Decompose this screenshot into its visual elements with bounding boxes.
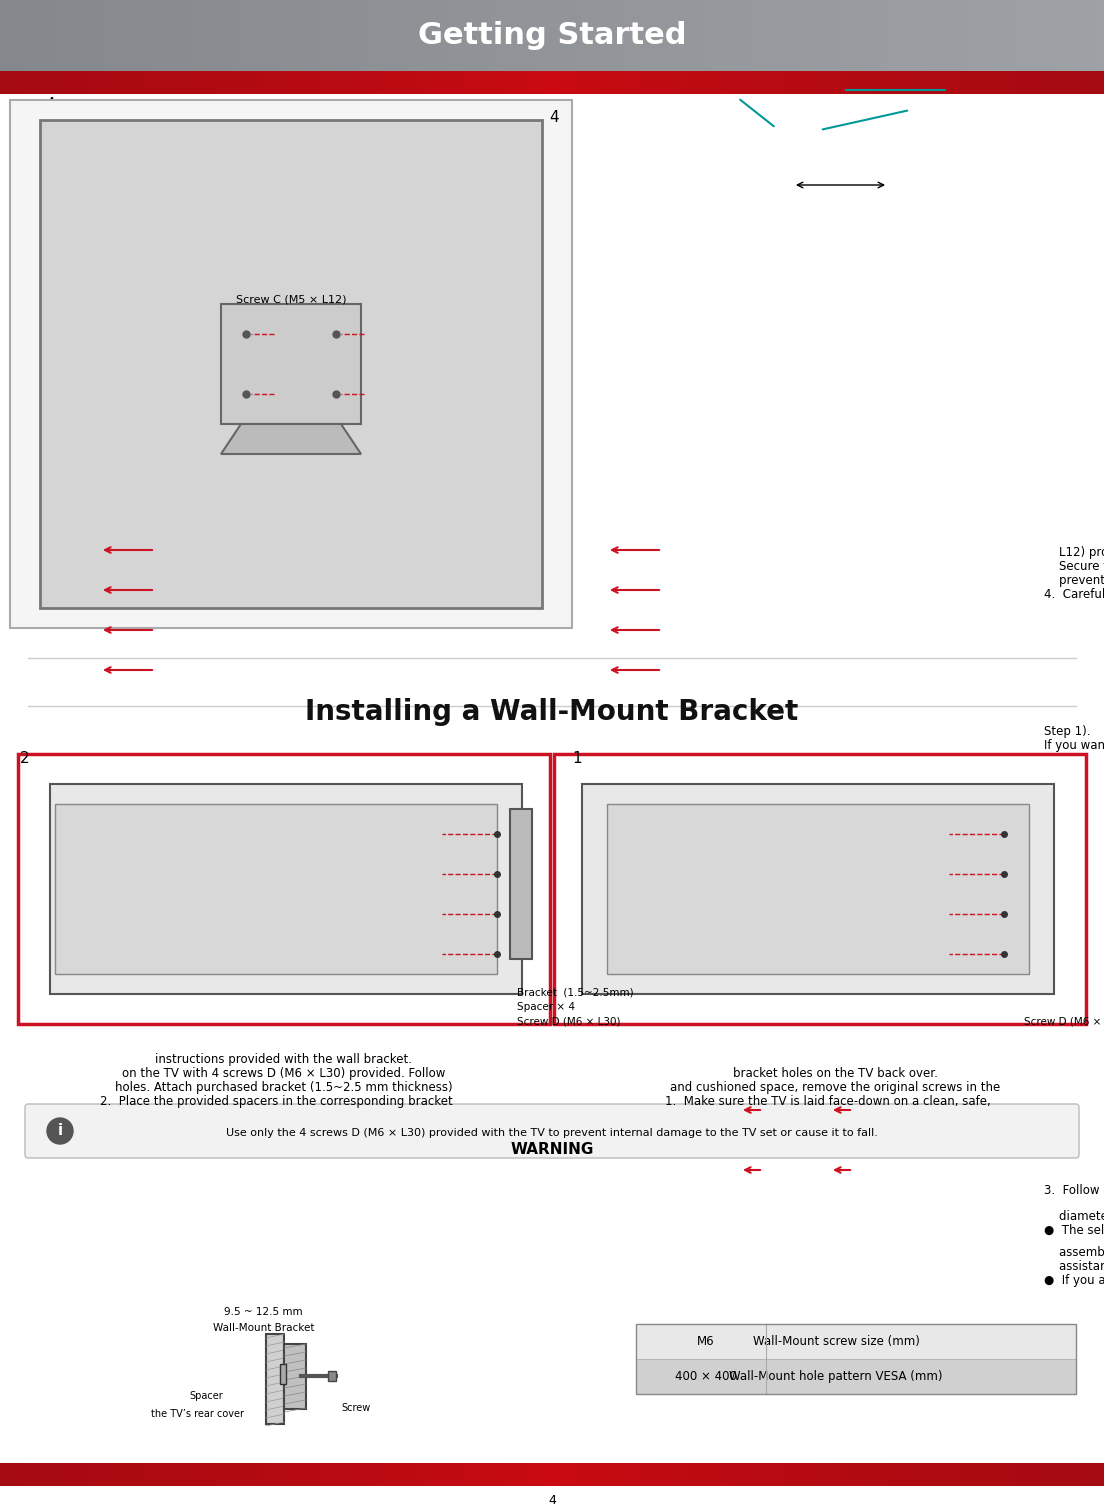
Bar: [40, 120, 542, 608]
Bar: [18, 754, 550, 1024]
Text: assistance.  The manufacturer is not responsible for any damages or injuries tha: assistance. The manufacturer is not resp…: [1044, 1260, 1104, 1272]
Text: WARNING: WARNING: [510, 1142, 594, 1157]
Text: Installing a Wall-Mount Bracket: Installing a Wall-Mount Bracket: [306, 698, 798, 726]
Bar: [10, 99, 572, 629]
Text: 3.  Follow instructions provided with the Wall-Mount bracket.: 3. Follow instructions provided with the…: [1044, 1184, 1104, 1197]
Text: holes. Attach purchased bracket (1.5~2.5 mm thickness): holes. Attach purchased bracket (1.5~2.5…: [99, 1081, 453, 1093]
Text: on the TV with 4 screws D (M6 × L30) provided. Follow: on the TV with 4 screws D (M6 × L30) pro…: [107, 1066, 445, 1080]
Text: Use only the 4 screws D (M6 × L30) provided with the TV to prevent internal dama: Use only the 4 screws D (M6 × L30) provi…: [226, 1128, 878, 1139]
Polygon shape: [582, 784, 1054, 994]
Bar: [636, 1324, 1076, 1394]
Bar: [636, 1360, 1076, 1394]
Circle shape: [47, 1117, 73, 1145]
Text: Screw C (M5 × L12): Screw C (M5 × L12): [236, 293, 347, 304]
Bar: [636, 1324, 1076, 1360]
Text: 400 × 400: 400 × 400: [675, 1370, 737, 1384]
Text: assembly.: assembly.: [1044, 1245, 1104, 1259]
Bar: [554, 754, 1086, 1024]
Polygon shape: [50, 784, 522, 994]
Text: the TV’s rear cover: the TV’s rear cover: [151, 1409, 244, 1418]
Text: 4: 4: [548, 1493, 556, 1504]
Text: 4: 4: [45, 98, 55, 113]
Text: and cushioned space, remove the original screws in the: and cushioned space, remove the original…: [656, 1081, 1000, 1093]
Polygon shape: [221, 424, 361, 454]
Bar: [328, 1372, 336, 1381]
Text: Screw D (M6 × L30): Screw D (M6 × L30): [1025, 1017, 1104, 1026]
Text: instructions provided with the wall bracket.: instructions provided with the wall brac…: [140, 1053, 412, 1066]
Text: i: i: [57, 1123, 63, 1139]
Text: L12) provided. See Figure 4.: L12) provided. See Figure 4.: [1044, 546, 1104, 559]
Text: Screw D (M6 × L30): Screw D (M6 × L30): [517, 1017, 620, 1026]
Text: Spacer: Spacer: [189, 1391, 223, 1402]
Text: 4: 4: [549, 110, 559, 125]
Text: Wall-Mount screw size (mm): Wall-Mount screw size (mm): [753, 1336, 920, 1348]
Text: M6: M6: [698, 1336, 714, 1348]
Text: Step 1).: Step 1).: [1044, 725, 1091, 738]
Text: 2: 2: [20, 750, 30, 766]
Text: Spacer × 4: Spacer × 4: [517, 1002, 575, 1012]
Text: diameter and length of the screws differ depending on the Wall-Mount Bracket mod: diameter and length of the screws differ…: [1044, 1211, 1104, 1223]
Bar: [607, 805, 1029, 975]
FancyBboxPatch shape: [25, 1104, 1079, 1158]
Bar: [284, 1345, 306, 1409]
Text: Screw: Screw: [342, 1403, 371, 1412]
Text: Getting Started: Getting Started: [417, 21, 687, 51]
Bar: [221, 304, 361, 424]
Bar: [280, 1364, 286, 1384]
Text: ●  If you are not sure of your ability to do complete the installation, contact : ● If you are not sure of your ability to…: [1044, 1274, 1104, 1287]
Text: ●  The selected screws are 9.5 ~ 12.5 mm in length when measured from the attach: ● The selected screws are 9.5 ~ 12.5 mm …: [1044, 1224, 1104, 1236]
Text: prevent damage to the screen.: prevent damage to the screen.: [1044, 575, 1104, 587]
Text: 1.  Make sure the TV is laid face-down on a clean, safe,: 1. Make sure the TV is laid face-down on…: [665, 1095, 991, 1108]
Bar: [55, 805, 497, 975]
Text: bracket holes on the TV back over.: bracket holes on the TV back over.: [718, 1066, 938, 1080]
Bar: [510, 809, 532, 960]
Text: 4.  Carefully place your TV on a soft, cushioned, surface to: 4. Carefully place your TV on a soft, cu…: [1044, 588, 1104, 602]
Text: 2.  Place the provided spacers in the corresponding bracket: 2. Place the provided spacers in the cor…: [99, 1095, 453, 1108]
Text: 9.5 ~ 12.5 mm: 9.5 ~ 12.5 mm: [224, 1307, 302, 1318]
Text: Secure the stand to the TV with the 4 screws C (M5 ×: Secure the stand to the TV with the 4 sc…: [1044, 559, 1104, 573]
Text: Wall-Mount hole pattern VESA (mm): Wall-Mount hole pattern VESA (mm): [730, 1370, 943, 1384]
Text: Bracket  (1.5~2.5mm): Bracket (1.5~2.5mm): [517, 988, 634, 999]
Text: If you want to attach the TV to a Wall-Mount bracket (not provided), you should : If you want to attach the TV to a Wall-M…: [1044, 738, 1104, 752]
Text: Wall-Mount Bracket: Wall-Mount Bracket: [213, 1324, 315, 1333]
Text: 1: 1: [572, 750, 582, 766]
Bar: [266, 1334, 284, 1424]
